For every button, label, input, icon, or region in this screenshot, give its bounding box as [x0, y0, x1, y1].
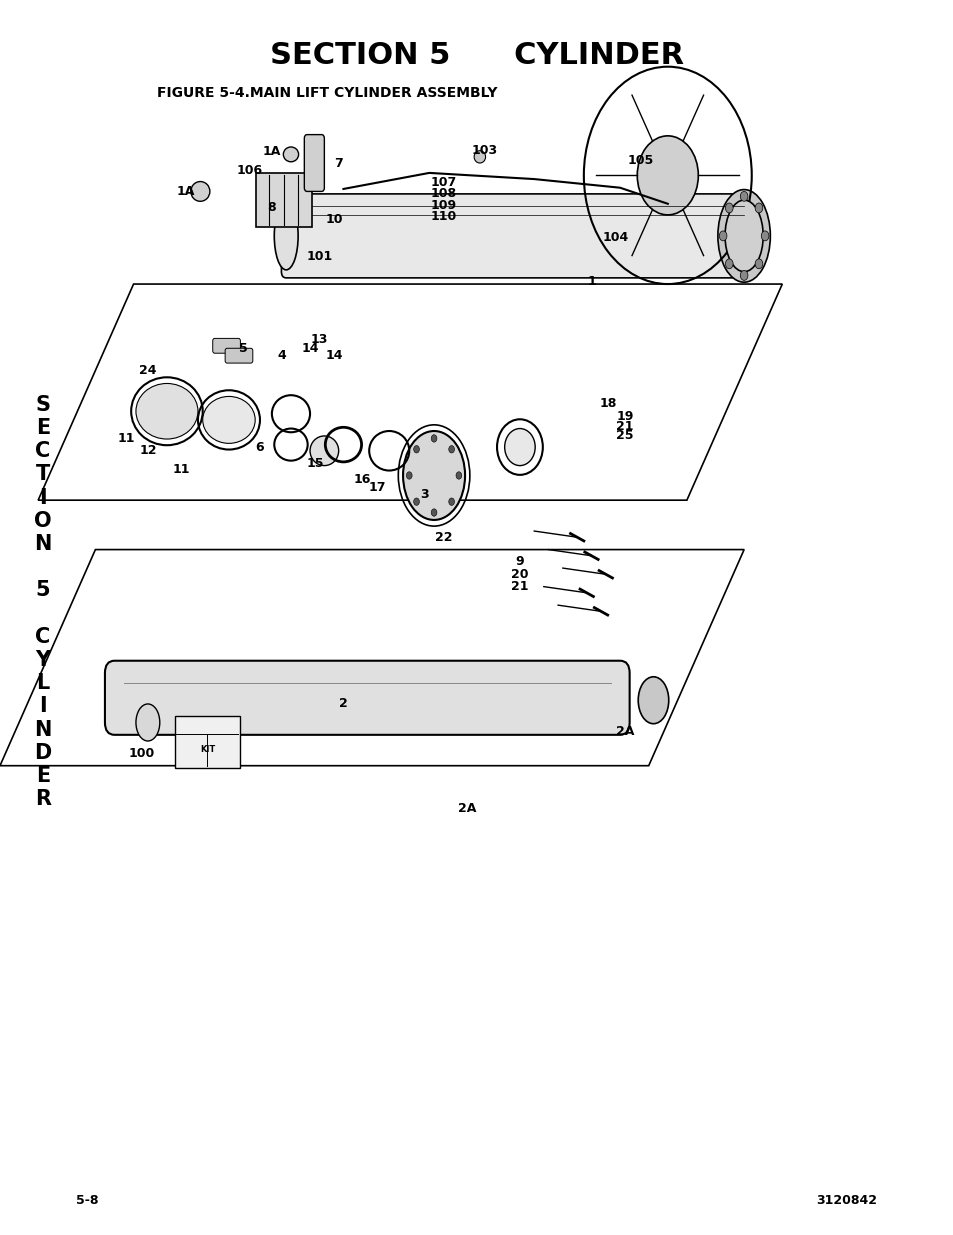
Ellipse shape: [191, 182, 210, 201]
Text: 7: 7: [334, 157, 343, 169]
Text: 3: 3: [419, 488, 429, 500]
Ellipse shape: [638, 677, 668, 724]
FancyBboxPatch shape: [105, 661, 629, 735]
Text: S
E
C
T
I
O
N
 
5
 
C
Y
L
I
N
D
E
R: S E C T I O N 5 C Y L I N D E R: [34, 395, 51, 809]
Text: 12: 12: [139, 445, 156, 457]
Ellipse shape: [724, 200, 762, 272]
Circle shape: [719, 231, 726, 241]
Text: 13: 13: [311, 333, 328, 346]
Circle shape: [431, 435, 436, 442]
Text: 2A: 2A: [615, 725, 634, 737]
Text: 21: 21: [511, 580, 528, 593]
Text: 16: 16: [354, 473, 371, 485]
Ellipse shape: [135, 383, 197, 440]
Circle shape: [637, 136, 698, 215]
Text: 21: 21: [616, 420, 633, 432]
Circle shape: [740, 191, 747, 201]
FancyBboxPatch shape: [304, 135, 324, 191]
Text: 107: 107: [430, 177, 456, 189]
Ellipse shape: [717, 190, 770, 283]
Circle shape: [406, 472, 412, 479]
Text: 11: 11: [172, 463, 190, 475]
Text: 106: 106: [236, 164, 263, 177]
Circle shape: [724, 203, 732, 212]
Ellipse shape: [402, 431, 464, 520]
Text: 9: 9: [515, 556, 524, 568]
Text: 17: 17: [368, 482, 385, 494]
Text: KIT: KIT: [200, 745, 215, 755]
Circle shape: [724, 259, 732, 269]
Text: 105: 105: [627, 154, 654, 167]
Circle shape: [456, 472, 461, 479]
Text: 2: 2: [338, 698, 348, 710]
Text: 4: 4: [276, 350, 286, 362]
Text: 109: 109: [430, 199, 456, 211]
Text: 1A: 1A: [176, 185, 195, 198]
Ellipse shape: [504, 429, 535, 466]
Circle shape: [755, 203, 762, 212]
Text: 1A: 1A: [262, 146, 281, 158]
Text: 5-8: 5-8: [76, 1194, 99, 1207]
FancyBboxPatch shape: [281, 194, 748, 278]
Ellipse shape: [283, 147, 298, 162]
Circle shape: [448, 498, 454, 505]
Ellipse shape: [274, 201, 297, 270]
Ellipse shape: [474, 151, 485, 163]
Text: 25: 25: [616, 430, 633, 442]
Circle shape: [414, 498, 419, 505]
Ellipse shape: [202, 396, 254, 443]
Text: 8: 8: [267, 201, 276, 214]
Circle shape: [755, 259, 762, 269]
Text: 15: 15: [306, 457, 323, 469]
Text: 1: 1: [586, 275, 596, 288]
Circle shape: [760, 231, 768, 241]
Polygon shape: [38, 284, 781, 500]
Text: 101: 101: [306, 251, 333, 263]
Text: 11: 11: [117, 432, 134, 445]
Circle shape: [414, 446, 419, 453]
Text: 19: 19: [616, 410, 633, 422]
Text: 3120842: 3120842: [816, 1194, 877, 1207]
Text: SECTION 5      CYLINDER: SECTION 5 CYLINDER: [270, 41, 683, 70]
Text: 108: 108: [430, 188, 456, 200]
Text: 100: 100: [128, 747, 154, 760]
Text: 10: 10: [325, 214, 342, 226]
Text: 6: 6: [254, 441, 264, 453]
FancyBboxPatch shape: [174, 716, 240, 768]
Text: 103: 103: [471, 144, 497, 157]
Text: 110: 110: [430, 210, 456, 222]
Circle shape: [740, 270, 747, 280]
Text: 104: 104: [601, 231, 628, 243]
Polygon shape: [0, 550, 743, 766]
FancyBboxPatch shape: [255, 173, 312, 227]
Text: 24: 24: [139, 364, 156, 377]
Text: 18: 18: [599, 398, 617, 410]
Text: 22: 22: [435, 531, 452, 543]
Text: 14: 14: [325, 350, 342, 362]
Text: 20: 20: [511, 568, 528, 580]
Ellipse shape: [310, 436, 338, 466]
Text: FIGURE 5-4.MAIN LIFT CYLINDER ASSEMBLY: FIGURE 5-4.MAIN LIFT CYLINDER ASSEMBLY: [157, 85, 497, 100]
Ellipse shape: [135, 704, 159, 741]
Text: 14: 14: [301, 342, 318, 354]
Text: 5: 5: [238, 342, 248, 354]
Circle shape: [431, 509, 436, 516]
FancyBboxPatch shape: [213, 338, 240, 353]
Circle shape: [448, 446, 454, 453]
FancyBboxPatch shape: [225, 348, 253, 363]
Text: 2A: 2A: [457, 803, 476, 815]
